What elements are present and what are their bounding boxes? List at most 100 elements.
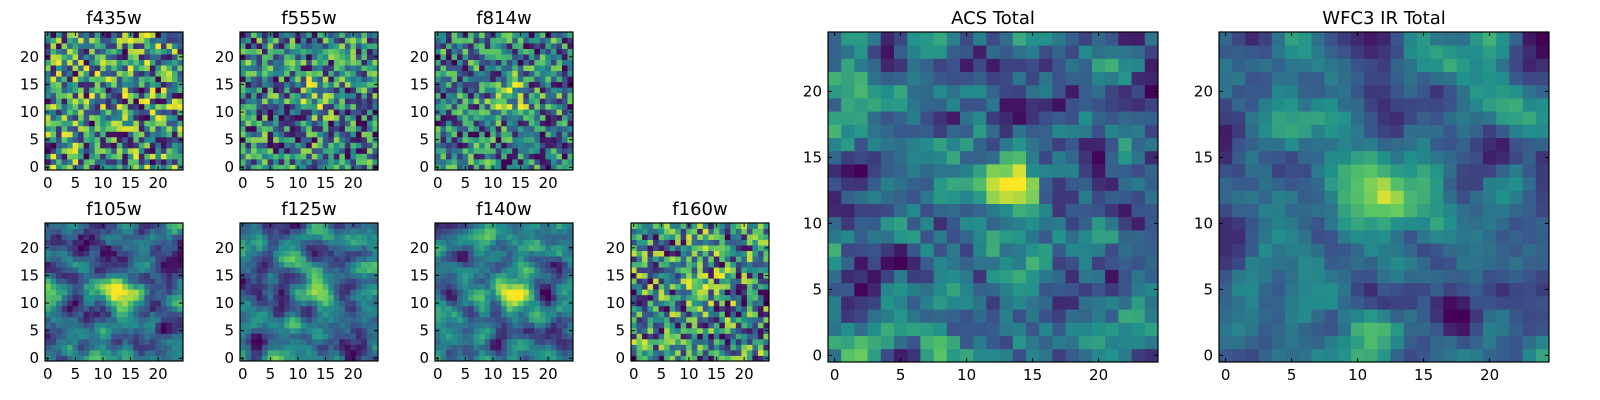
heatmap-cell: [435, 153, 441, 160]
heatmap-cell: [446, 65, 452, 72]
heatmap-cell: [72, 120, 79, 127]
heatmap-cell: [256, 32, 263, 38]
heatmap-cell: [78, 109, 85, 116]
heatmap-cell: [355, 59, 362, 66]
heatmap-cell: [556, 322, 563, 329]
heatmap-cell: [50, 70, 57, 77]
heatmap-cell: [1065, 243, 1080, 257]
heatmap-cell: [636, 245, 643, 251]
x-tick-label: 10: [288, 365, 307, 383]
heatmap-cell: [289, 164, 296, 171]
heatmap-cell: [306, 164, 313, 171]
heatmap-cell: [133, 147, 140, 154]
heatmap-cell: [311, 65, 318, 72]
heatmap-cell: [89, 261, 96, 268]
heatmap-cell: [166, 300, 173, 307]
heatmap-cell: [100, 283, 107, 290]
heatmap-cell: [160, 65, 167, 72]
heatmap-cell: [867, 256, 882, 270]
heatmap-cell: [841, 335, 855, 350]
heatmap-cell: [479, 59, 486, 66]
heatmap-cell: [339, 289, 346, 296]
heatmap-cell: [528, 239, 535, 246]
heatmap-cell: [56, 267, 62, 274]
heatmap-cell: [501, 131, 508, 138]
heatmap-cell: [284, 142, 291, 149]
heatmap-cell: [240, 59, 246, 66]
heatmap-cell: [528, 349, 535, 356]
heatmap-cell: [300, 256, 307, 263]
heatmap-cell: [435, 338, 441, 345]
heatmap-cell: [451, 76, 458, 83]
heatmap-cell: [828, 348, 842, 363]
heatmap-cell: [262, 120, 268, 127]
heatmap-cell: [160, 289, 167, 296]
heatmap-cell: [495, 355, 502, 362]
heatmap-cell: [691, 344, 698, 351]
heatmap-cell: [105, 333, 112, 340]
heatmap-cell: [539, 272, 546, 279]
heatmap-cell: [127, 338, 134, 345]
x-tick-label: 0: [43, 174, 53, 192]
heatmap-cell: [757, 333, 764, 340]
heatmap-cell: [435, 305, 441, 312]
heatmap-cell: [127, 278, 134, 285]
heatmap-cell: [372, 76, 379, 83]
heatmap-cell: [122, 349, 129, 356]
heatmap-cell: [986, 296, 1000, 310]
heatmap-cell: [328, 322, 335, 329]
heatmap-cell: [490, 153, 497, 160]
heatmap-cell: [501, 164, 508, 171]
heatmap-cell: [328, 333, 335, 340]
heatmap-cell: [435, 92, 441, 99]
heatmap-cell: [361, 153, 368, 160]
heatmap-cell: [1012, 335, 1027, 350]
heatmap-cell: [973, 256, 987, 270]
heatmap-cell: [457, 158, 463, 165]
heatmap-cell: [116, 311, 123, 318]
heatmap-cell: [166, 256, 173, 263]
heatmap-cell: [127, 98, 134, 105]
heatmap-cell: [468, 305, 475, 312]
heatmap-cell: [127, 349, 134, 356]
heatmap-cell: [339, 239, 346, 246]
heatmap-cell: [495, 98, 502, 105]
heatmap-cell: [122, 355, 129, 362]
heatmap-cell: [675, 234, 682, 240]
heatmap-cell: [686, 322, 693, 329]
heatmap-cell: [468, 103, 475, 110]
heatmap-cell: [1026, 164, 1040, 178]
heatmap-cell: [72, 228, 79, 235]
heatmap-cell: [752, 228, 759, 235]
heatmap-cell: [251, 327, 257, 334]
heatmap-cell: [1092, 282, 1106, 297]
heatmap-cell: [528, 228, 535, 235]
heatmap-cell: [664, 355, 671, 362]
heatmap-cell: [45, 261, 51, 268]
heatmap-cell: [451, 65, 458, 72]
heatmap-cell: [495, 223, 502, 229]
heatmap-cell: [708, 223, 715, 229]
heatmap-cell: [746, 250, 753, 257]
heatmap-cell: [708, 316, 715, 323]
heatmap-cell: [344, 158, 351, 165]
x-tick-label: 0: [43, 365, 53, 383]
heatmap-cell: [122, 147, 129, 154]
heatmap-cell: [171, 142, 178, 149]
heatmap-cell: [479, 32, 486, 38]
heatmap-cell: [245, 103, 252, 110]
heatmap-cell: [138, 272, 145, 279]
heatmap-cell: [100, 48, 107, 55]
heatmap-cell: [1118, 335, 1132, 350]
heatmap-cell: [1012, 203, 1027, 218]
heatmap-cell: [138, 349, 145, 356]
heatmap-cell: [468, 92, 475, 99]
heatmap-cell: [435, 267, 441, 274]
heatmap-cell: [177, 65, 184, 72]
heatmap-cell: [166, 76, 173, 83]
heatmap-cell: [1039, 177, 1053, 191]
heatmap-cell: [166, 228, 173, 235]
heatmap-cell: [144, 283, 151, 290]
heatmap-cell: [697, 355, 704, 362]
heatmap-cell: [973, 164, 987, 178]
